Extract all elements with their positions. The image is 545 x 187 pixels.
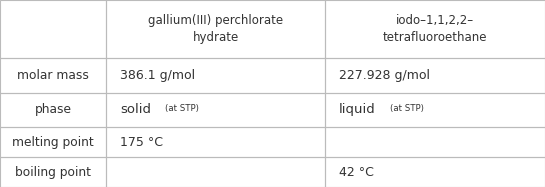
Text: phase: phase [35,103,71,116]
Text: (at STP): (at STP) [165,104,198,114]
Bar [0,93,106,127]
Text: 227.928 g/mol: 227.928 g/mol [339,69,430,82]
Bar [325,58,545,93]
Bar [0,157,106,187]
Text: gallium(III) perchlorate
hydrate: gallium(III) perchlorate hydrate [148,14,283,44]
Bar [325,157,545,187]
Bar [106,93,325,127]
Text: 175 °C: 175 °C [120,136,163,149]
Bar [106,58,325,93]
Bar [325,127,545,157]
Bar [106,127,325,157]
Bar [106,157,325,187]
Text: 42 °C: 42 °C [339,165,374,179]
Bar [325,93,545,127]
Text: melting point: melting point [13,136,94,149]
Bar [0,58,106,93]
Text: liquid: liquid [339,103,376,116]
Text: iodo–1,1,2,2–
tetrafluoroethane: iodo–1,1,2,2– tetrafluoroethane [383,14,487,44]
Bar [106,0,325,58]
Bar [0,0,106,58]
Text: (at STP): (at STP) [390,104,423,114]
Text: 386.1 g/mol: 386.1 g/mol [120,69,195,82]
Text: boiling point: boiling point [15,165,91,179]
Bar [325,0,545,58]
Text: solid: solid [120,103,151,116]
Bar [0,127,106,157]
Text: molar mass: molar mass [17,69,89,82]
